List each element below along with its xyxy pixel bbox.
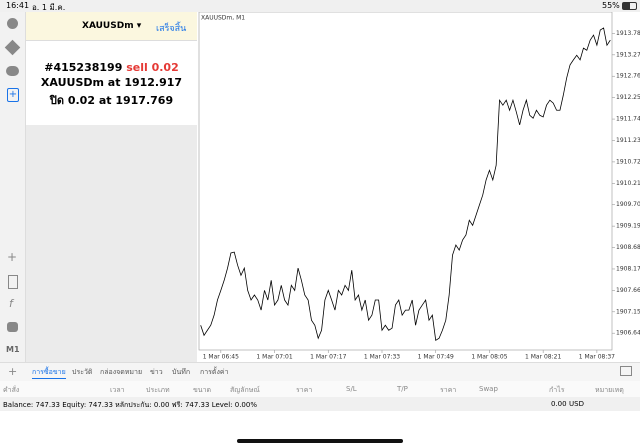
- close-price: 1917.769: [115, 94, 174, 107]
- currency: USD: [569, 400, 584, 408]
- order-line-3: ปิด 0.02 at 1917.769: [26, 91, 197, 109]
- y-tick-label: 1912.760: [616, 73, 640, 80]
- column-header: เวลา: [110, 386, 125, 394]
- y-tick-label: 1912.250: [616, 94, 640, 101]
- chat-icon[interactable]: [6, 66, 19, 76]
- x-tick-label: 1 Mar 08:05: [471, 354, 507, 361]
- y-tick-label: 1910.720: [616, 158, 640, 165]
- new-order-icon[interactable]: +: [7, 88, 19, 102]
- order-info: #415238199 sell 0.02 XAUUSDm at 1912.917…: [26, 41, 197, 125]
- open-text: XAUUSDm at: [40, 76, 121, 89]
- side: sell 0.02: [126, 61, 179, 74]
- y-tick-label: 1909.700: [616, 201, 640, 208]
- tab[interactable]: ข่าว: [150, 368, 163, 376]
- x-tick-label: 1 Mar 08:21: [525, 354, 561, 361]
- trade-icon[interactable]: [4, 39, 21, 56]
- y-tick-label: 1908.680: [616, 244, 640, 251]
- open-price: 1912.917: [124, 76, 183, 89]
- order-line-1: #415238199 sell 0.02: [26, 61, 197, 74]
- chart-type-icon[interactable]: [8, 275, 18, 289]
- date: อ. 1 มี.ค.: [32, 3, 66, 12]
- chart: XAUUSDm, M1 1906.640 1907.150 1907.660 1908…: [198, 12, 640, 361]
- tab-bar: + การซื้อขาย ประวัติ กล่องจดหมาย ข่าว บันทึก…: [0, 362, 640, 381]
- x-tick-label: 1 Mar 07:49: [418, 354, 454, 361]
- add-button[interactable]: +: [8, 365, 18, 378]
- y-tick-label: 1913.270: [616, 51, 640, 58]
- balance-summary: Balance: 747.33 Equity: 747.33 หลักประกั…: [3, 401, 257, 409]
- column-header: หมายเหตุ: [595, 386, 624, 394]
- tab[interactable]: การตั้งค่า: [200, 368, 229, 376]
- symbol-select[interactable]: XAUUSDm ▾: [82, 21, 142, 31]
- objects-icon[interactable]: [7, 322, 18, 332]
- tab[interactable]: บันทึก: [172, 368, 191, 376]
- tab[interactable]: การซื้อขาย: [32, 367, 66, 379]
- time: 16:41: [6, 1, 30, 10]
- y-tick-label: 1907.660: [616, 287, 640, 294]
- panel-toggle[interactable]: [620, 366, 632, 376]
- order-line-2: XAUUSDm at 1912.917: [26, 76, 197, 89]
- y-tick-label: 1906.640: [616, 330, 640, 337]
- column-header: ประเภท: [146, 386, 170, 394]
- column-header: Swap: [479, 385, 498, 393]
- total-profit: 0.00: [551, 400, 567, 408]
- y-tick-label: 1911.230: [616, 137, 640, 144]
- y-tick-label: 1908.170: [616, 265, 640, 272]
- order-header: XAUUSDm ▾ เสร็จสิ้น: [26, 12, 197, 41]
- price-line: [200, 27, 611, 342]
- sidebar: + + f M1: [0, 12, 26, 362]
- crosshair-icon[interactable]: +: [7, 250, 18, 264]
- tab[interactable]: ประวัติ: [72, 368, 93, 376]
- column-header: คำสั่ง: [3, 386, 20, 394]
- status-bar: 16:41 อ. 1 มี.ค. 55%: [0, 0, 640, 12]
- column-row: คำสั่ง เวลา ประเภท ขนาด สัญลักษณ์ ราคา S/L T/P ร…: [0, 381, 640, 397]
- column-header: สัญลักษณ์: [230, 386, 260, 394]
- order-panel: XAUUSDm ▾ เสร็จสิ้น #415238199 sell 0.02…: [26, 12, 197, 362]
- timeframe[interactable]: M1: [6, 345, 20, 354]
- x-tick-label: 1 Mar 08:37: [579, 354, 615, 361]
- home-indicator: [237, 439, 403, 443]
- x-tick-label: 1 Mar 07:33: [364, 354, 400, 361]
- column-header: S/L: [346, 385, 357, 393]
- y-tick-label: 1910.210: [616, 180, 640, 187]
- account-icon[interactable]: [7, 18, 18, 29]
- battery: 55%: [602, 1, 620, 10]
- y-tick-label: 1911.740: [616, 116, 640, 123]
- column-header: กำไร: [549, 386, 565, 394]
- battery-icon: [622, 2, 637, 10]
- ticket: #415238199: [44, 61, 123, 74]
- indicator-icon[interactable]: f: [9, 297, 13, 310]
- plot-frame: [198, 12, 613, 351]
- x-tick-label: 1 Mar 07:17: [310, 354, 346, 361]
- column-header: ราคา: [296, 386, 313, 394]
- done-button[interactable]: เสร็จสิ้น: [156, 24, 187, 34]
- column-header: T/P: [397, 385, 408, 393]
- y-tick-label: 1907.150: [616, 308, 640, 315]
- column-header: ขนาด: [193, 386, 212, 394]
- chart-label: XAUUSDm, M1: [201, 15, 245, 22]
- column-header: ราคา: [440, 386, 457, 394]
- y-tick-label: 1913.780: [616, 30, 640, 37]
- balance-row: Balance: 747.33 Equity: 747.33 หลักประกั…: [0, 397, 640, 411]
- x-tick-label: 1 Mar 06:45: [203, 354, 239, 361]
- tab[interactable]: กล่องจดหมาย: [100, 368, 143, 376]
- close-text: ปิด 0.02 at: [49, 94, 112, 107]
- x-tick-label: 1 Mar 07:01: [256, 354, 292, 361]
- y-tick-label: 1909.190: [616, 223, 640, 230]
